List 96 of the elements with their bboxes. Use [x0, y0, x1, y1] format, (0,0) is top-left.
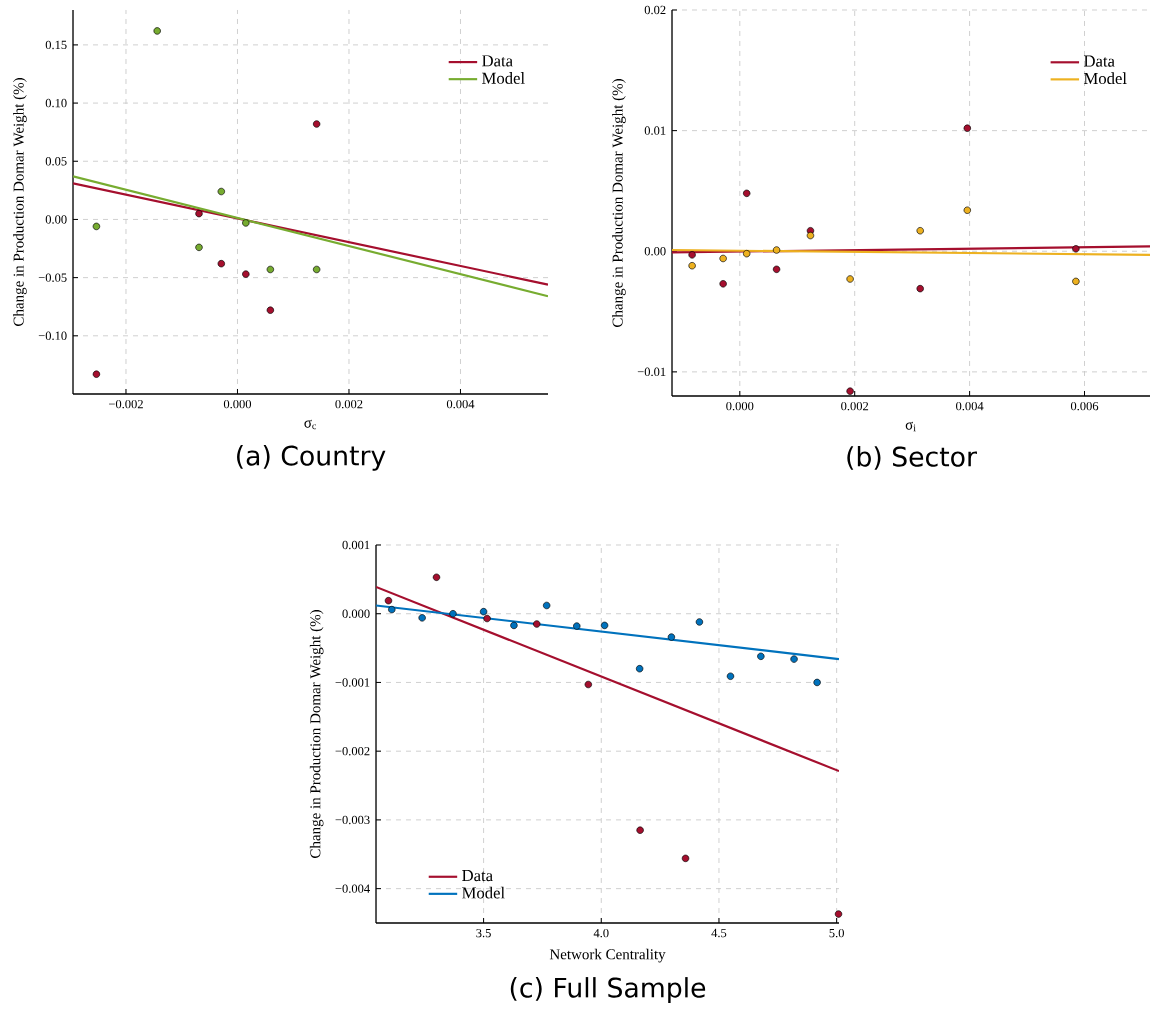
- point: [312, 120, 321, 128]
- point: [510, 621, 518, 630]
- y-tick-label: −0.05: [38, 273, 67, 282]
- x-tick-label: 4.0: [593, 928, 609, 938]
- x-tick-label: 0.002: [335, 399, 363, 409]
- y-tick-label: 0.02: [644, 5, 666, 15]
- legend-label: Data: [462, 870, 493, 882]
- y-tick-label: 0.00: [45, 215, 67, 224]
- point: [916, 227, 924, 235]
- point: [695, 618, 704, 626]
- point: [635, 665, 644, 673]
- y-tick-label: −0.10: [38, 331, 67, 341]
- x-axis-title: Network Centrality: [549, 948, 666, 963]
- point: [681, 854, 690, 863]
- point: [743, 189, 751, 198]
- y-tick-label: −0.002: [335, 746, 370, 756]
- point: [813, 678, 821, 687]
- point: [542, 601, 551, 610]
- text: (b) Sector: [847, 446, 977, 470]
- point: [743, 249, 751, 258]
- y-tick-label: 0.05: [45, 157, 67, 166]
- point: [834, 910, 843, 918]
- point: [916, 284, 924, 293]
- point: [846, 275, 854, 283]
- point: [688, 262, 696, 270]
- point: [688, 251, 696, 259]
- text: (c) Full Sample: [510, 977, 706, 1003]
- point: [533, 620, 541, 628]
- point: [772, 265, 781, 274]
- point: [806, 231, 815, 240]
- x-tick-label: 4.5: [711, 928, 727, 938]
- y-tick-label: 0.00: [644, 247, 666, 256]
- x-tick-label: 0.006: [1070, 401, 1099, 411]
- point: [757, 652, 765, 660]
- point: [92, 370, 101, 378]
- point: [719, 280, 727, 288]
- y-axis-title: Change in Production Domar Weight (%): [309, 610, 324, 858]
- point: [449, 610, 457, 618]
- point: [479, 607, 488, 616]
- x-tick-label: 0.000: [726, 401, 754, 411]
- point: [963, 206, 971, 214]
- y-tick-label: −0.001: [335, 678, 370, 687]
- point: [790, 655, 798, 663]
- point: [636, 826, 644, 834]
- x-tick-label: 0.000: [223, 399, 252, 409]
- x-tick-label: 0.002: [841, 401, 869, 411]
- y-axis-title: Change in Production Domar Weight (%): [13, 78, 27, 326]
- x-tick-label: 5.0: [829, 928, 844, 938]
- point: [963, 124, 971, 132]
- legend-label: Model: [482, 72, 525, 84]
- point: [1072, 277, 1080, 286]
- legend-label: Data: [482, 55, 513, 67]
- point: [92, 222, 101, 231]
- text: (a) Country: [237, 445, 386, 471]
- point: [846, 387, 854, 395]
- point: [667, 633, 676, 641]
- point: [242, 270, 250, 278]
- y-tick-label: −0.01: [637, 367, 666, 377]
- point: [195, 209, 203, 218]
- y-tick-label: 0.15: [45, 40, 67, 50]
- point: [432, 573, 441, 581]
- point: [483, 614, 491, 623]
- point: [719, 254, 727, 263]
- point: [772, 246, 781, 254]
- y-tick-label: 0.01: [644, 126, 666, 135]
- y-tick-label: 0.10: [45, 98, 67, 108]
- point: [153, 27, 161, 35]
- y-tick-label: −0.004: [335, 884, 370, 893]
- point: [384, 596, 393, 605]
- y-tick-label: 0.001: [342, 540, 370, 550]
- point: [726, 672, 735, 680]
- point: [195, 243, 203, 252]
- legend-label: Model: [1083, 72, 1127, 85]
- x-tick-label: 0.004: [446, 399, 475, 409]
- point: [584, 680, 592, 689]
- point: [1072, 245, 1080, 253]
- point: [388, 605, 396, 614]
- x-tick-label: −0.002: [109, 399, 143, 409]
- point: [600, 621, 609, 630]
- y-tick-label: −0.003: [335, 815, 370, 825]
- x-tick-label: 3.5: [476, 928, 491, 938]
- point: [266, 265, 275, 274]
- x-axis-title: σ$_{c}$: [304, 419, 317, 430]
- point: [312, 265, 321, 274]
- x-axis-title: σ$_{i}$: [905, 421, 916, 432]
- point: [418, 614, 426, 622]
- legend-label: Data: [1083, 55, 1115, 67]
- y-axis-title: Change in Production Domar Weight (%): [612, 79, 626, 327]
- point: [573, 622, 581, 630]
- point: [217, 187, 225, 196]
- legend-label: Model: [462, 886, 505, 899]
- point: [266, 306, 275, 314]
- y-tick-label: 0.000: [342, 609, 370, 618]
- point: [242, 219, 250, 227]
- x-tick-label: 0.004: [956, 401, 984, 411]
- point: [217, 259, 225, 268]
